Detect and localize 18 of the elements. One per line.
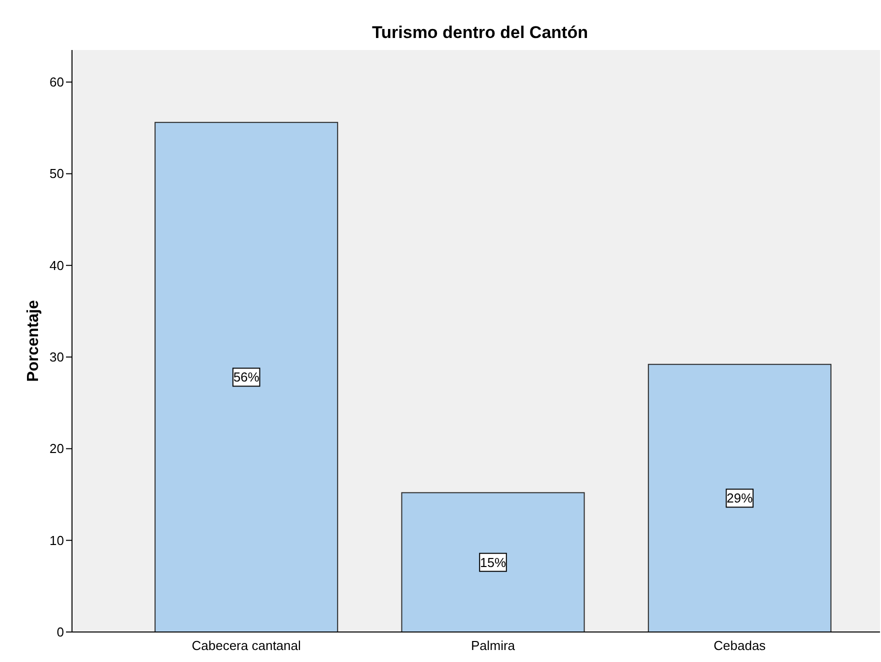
y-tick-label: 40 [50,258,64,273]
x-tick-label: Cebadas [714,638,766,653]
y-tick-label: 20 [50,441,64,456]
data-label: 15% [480,554,506,570]
x-tick-label: Cabecera cantanal [192,638,302,653]
data-label: 29% [726,490,754,506]
bar [648,364,832,632]
y-tick-label: 0 [56,624,64,640]
bar [154,122,338,632]
data-label: 56% [233,370,260,385]
bar [401,492,585,632]
y-axis-title: Porcentaje [25,300,42,382]
y-tick-label: 60 [50,74,64,90]
y-tick-label: 50 [50,166,64,182]
x-tick-label: Palmira [470,638,516,653]
y-tick-label: 10 [50,532,64,548]
chart-title: Turismo dentro del Cantón [372,23,588,42]
y-tick-label: 30 [50,350,64,365]
